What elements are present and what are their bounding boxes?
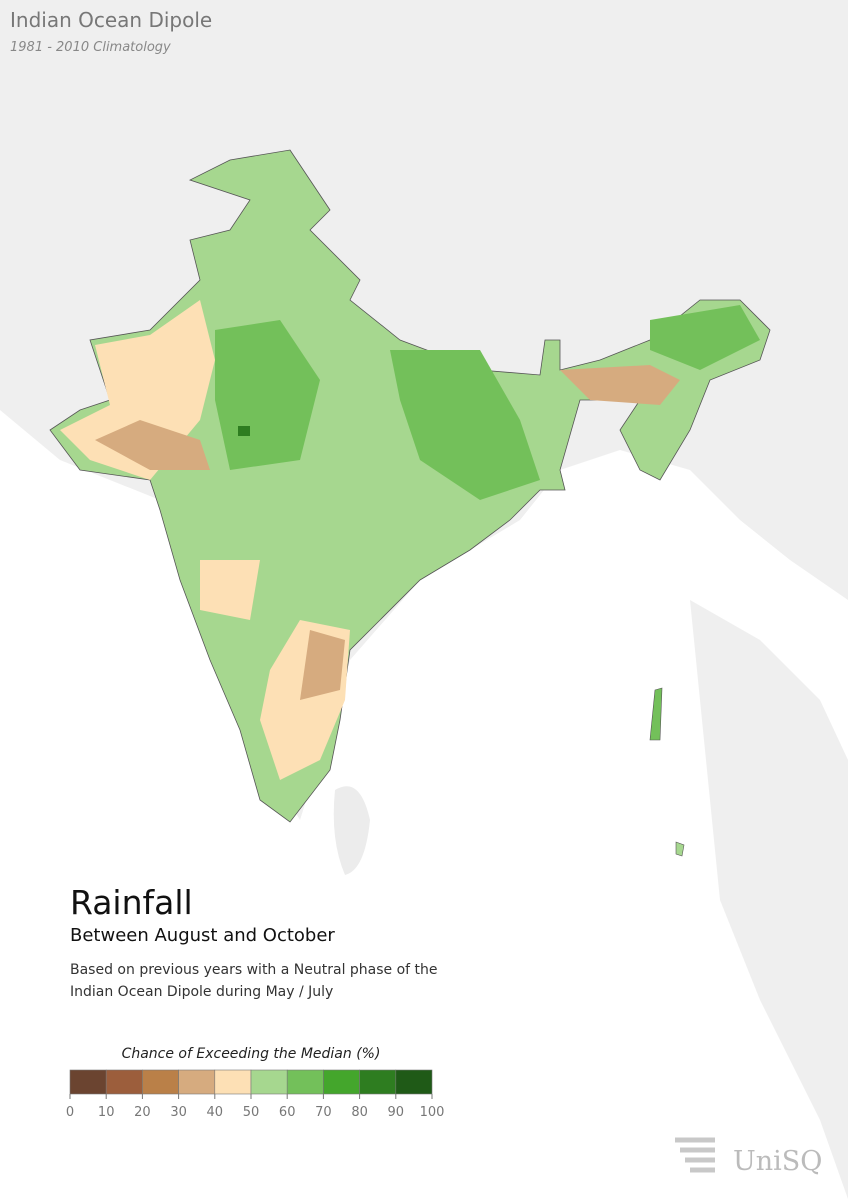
india-map xyxy=(49,149,771,857)
legend-tick-label: 30 xyxy=(170,1105,187,1120)
legend-tick-label: 70 xyxy=(315,1105,332,1120)
legend-tick-label: 0 xyxy=(66,1105,74,1120)
legend-swatch xyxy=(359,1069,397,1095)
legend-swatch xyxy=(178,1069,216,1095)
legend-tick-label: 50 xyxy=(243,1105,260,1120)
legend-tick-label: 10 xyxy=(98,1105,115,1120)
legend-swatch xyxy=(323,1069,360,1095)
legend-swatch xyxy=(250,1069,288,1095)
panel-description: Indian Ocean Dipole during May / July xyxy=(70,984,333,1000)
legend-swatch xyxy=(105,1069,143,1095)
legend-swatch xyxy=(142,1069,179,1095)
logo-text: UniSQ xyxy=(733,1146,822,1177)
legend-title: Chance of Exceeding the Median (%) xyxy=(122,1046,381,1062)
legend-swatch xyxy=(286,1069,324,1095)
legend-swatch xyxy=(69,1069,107,1095)
legend-tick-label: 80 xyxy=(351,1105,368,1120)
legend-swatch xyxy=(395,1069,433,1095)
legend-tick-label: 60 xyxy=(279,1105,296,1120)
legend-tick-label: 100 xyxy=(420,1105,445,1120)
logo: UniSQ xyxy=(675,1137,822,1177)
panel-description: Based on previous years with a Neutral p… xyxy=(70,962,438,978)
map-subtitle: 1981 - 2010 Climatology xyxy=(10,40,171,55)
legend: 0 10 20 30 40 50 60 70 80 90 100 xyxy=(66,1069,445,1120)
panel-period: Between August and October xyxy=(70,925,335,946)
legend-tick-label: 20 xyxy=(134,1105,151,1120)
map-title: Indian Ocean Dipole xyxy=(10,8,212,32)
panel-heading: Rainfall xyxy=(70,883,193,922)
legend-swatch xyxy=(214,1069,252,1095)
legend-tick-label: 40 xyxy=(207,1105,224,1120)
legend-tick-label: 90 xyxy=(388,1105,405,1120)
